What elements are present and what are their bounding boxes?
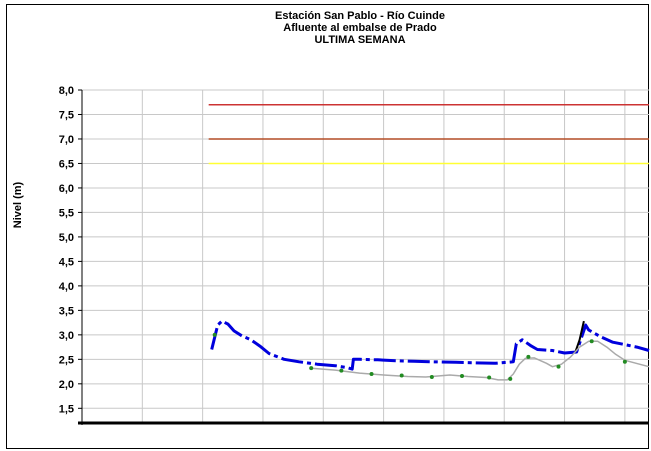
series-line (210, 319, 650, 371)
series-line (311, 340, 650, 381)
data-point-marker (339, 368, 344, 373)
data-point-marker (309, 366, 314, 371)
data-point-marker (556, 364, 561, 369)
y-tick-label: 2,0 (59, 379, 74, 391)
y-tick-label: 3,0 (59, 330, 74, 342)
series-line (574, 320, 585, 353)
data-point-marker (487, 375, 492, 380)
y-tick-label: 5,0 (59, 232, 74, 244)
y-tick-label: 6,5 (59, 158, 74, 170)
y-tick-label: 8,0 (59, 85, 74, 97)
y-tick-label: 6,0 (59, 183, 74, 195)
data-point-marker (369, 372, 374, 377)
chart-frame (6, 4, 649, 449)
y-tick-label: 1,5 (59, 403, 74, 415)
data-point-marker (589, 339, 594, 344)
y-tick-label: 2,5 (59, 354, 74, 366)
chart-title-line-3: ULTIMA SEMANA (314, 34, 406, 46)
chart-title-line-1: Estación San Pablo - Río Cuinde (275, 10, 445, 22)
data-point-marker (526, 354, 531, 359)
y-tick-label: 4,0 (59, 281, 74, 293)
data-point-marker (399, 373, 404, 378)
y-tick-label: 7,5 (59, 109, 74, 121)
data-point-marker (212, 332, 217, 337)
data-point-marker (429, 374, 434, 379)
data-point-marker (508, 376, 513, 381)
y-tick-label: 4,5 (59, 256, 74, 268)
data-point-marker (460, 373, 465, 378)
y-tick-label: 7,0 (59, 134, 74, 146)
chart-title-line-2: Afluente al embalse de Prado (283, 22, 437, 34)
data-point-marker (622, 359, 627, 364)
y-tick-label: 5,5 (59, 207, 74, 219)
y-tick-label: 3,5 (59, 305, 74, 317)
